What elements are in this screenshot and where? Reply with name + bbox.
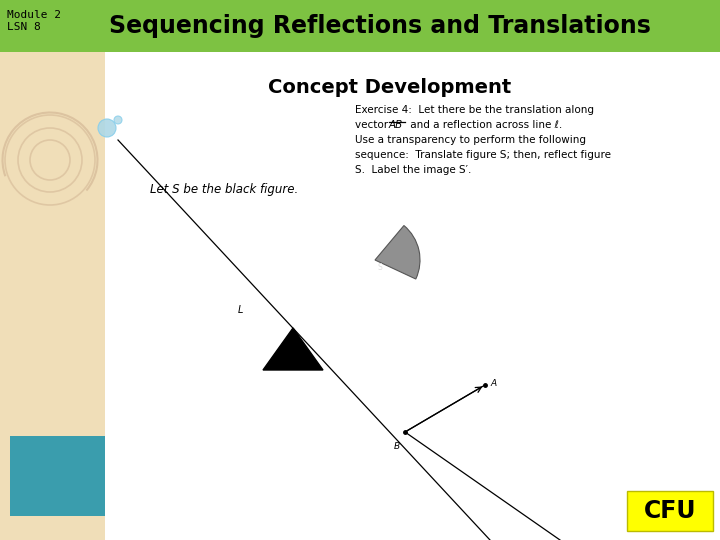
Text: Concept Development: Concept Development bbox=[269, 78, 512, 97]
Text: Let S be the black figure.: Let S be the black figure. bbox=[150, 183, 298, 196]
Bar bbox=[10, 436, 105, 516]
Circle shape bbox=[98, 119, 116, 137]
Text: Use a transparency to perform the following: Use a transparency to perform the follow… bbox=[355, 135, 586, 145]
Bar bbox=[627, 491, 713, 531]
Text: Exercise 4:  Let there be the translation along: Exercise 4: Let there be the translation… bbox=[355, 105, 594, 115]
Text: B: B bbox=[394, 442, 400, 451]
Text: S: S bbox=[377, 264, 382, 273]
Text: and a reflection across line ℓ.: and a reflection across line ℓ. bbox=[407, 120, 562, 130]
Text: AB: AB bbox=[389, 120, 403, 130]
Text: sequence:  Translate figure S; then, reflect figure: sequence: Translate figure S; then, refl… bbox=[355, 150, 611, 160]
Text: S.  Label the image S′.: S. Label the image S′. bbox=[355, 165, 472, 175]
Text: Module 2: Module 2 bbox=[7, 10, 61, 20]
Circle shape bbox=[114, 116, 122, 124]
Text: Sequencing Reflections and Translations: Sequencing Reflections and Translations bbox=[109, 14, 651, 38]
Wedge shape bbox=[375, 226, 420, 279]
Bar bbox=[0, 52, 105, 540]
Text: A: A bbox=[490, 379, 496, 388]
Bar bbox=[0, 0, 720, 52]
Text: CFU: CFU bbox=[644, 499, 696, 523]
Polygon shape bbox=[263, 328, 323, 370]
Text: L: L bbox=[238, 305, 243, 315]
Text: vector: vector bbox=[355, 120, 392, 130]
Text: LSN 8: LSN 8 bbox=[7, 22, 41, 32]
